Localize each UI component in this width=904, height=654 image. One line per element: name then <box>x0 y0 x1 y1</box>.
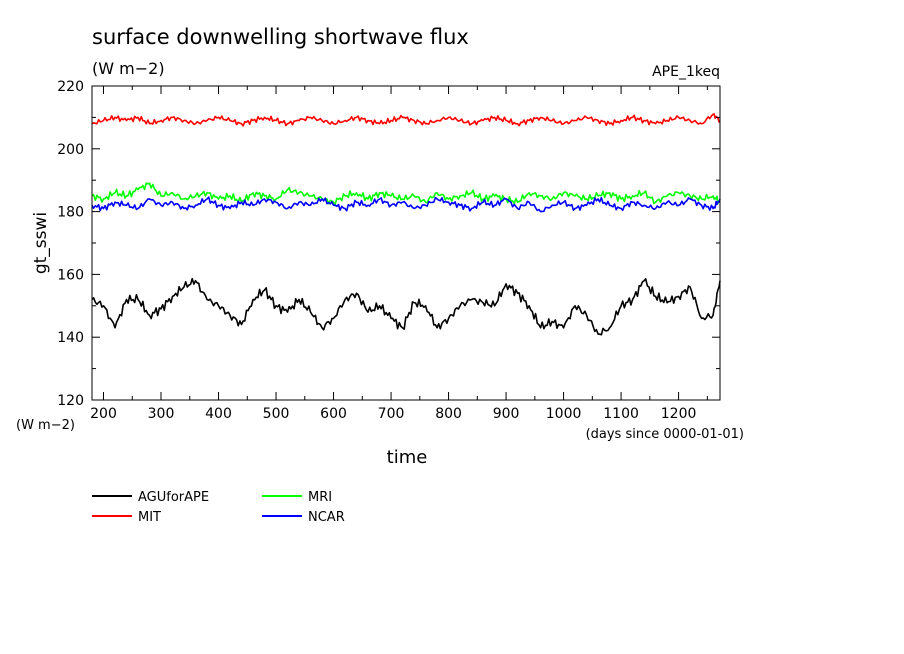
chart-title: surface downwelling shortwave flux <box>92 25 469 49</box>
x-tick-label: 900 <box>493 406 520 422</box>
x-tick-label: 800 <box>435 406 462 422</box>
legend-label-mit: MIT <box>138 510 161 525</box>
plot-series <box>91 113 721 336</box>
x-tick-label: 500 <box>263 406 290 422</box>
x-tick-label: 300 <box>148 406 175 422</box>
x-axis: 200 300 400 500 600 700 800 900 1000 1100 1200 <box>90 86 708 422</box>
plot-frame <box>91 85 721 401</box>
x-tick-label: 1100 <box>603 406 639 422</box>
x-axis-label: time <box>387 447 428 468</box>
legend: AGUforAPE MIT MRI NCAR <box>92 490 345 525</box>
x-tick-label: 600 <box>320 406 347 422</box>
legend-label-mri: MRI <box>308 490 332 505</box>
y-axis-label: gt_sswi <box>31 212 51 274</box>
legend-label-ncar: NCAR <box>308 510 345 525</box>
y-axis: 120 140 160 180 200 220 <box>57 79 720 409</box>
y-axis-units: (W m−2) <box>16 418 75 433</box>
x-tick-label: 400 <box>205 406 232 422</box>
x-axis-units: (days since 0000-01-01) <box>586 427 744 442</box>
series-line-aguforape <box>91 277 721 336</box>
series-line-mit <box>91 113 721 127</box>
y-tick-label: 220 <box>57 79 84 95</box>
y-tick-label: 200 <box>57 142 84 158</box>
y-tick-label: 180 <box>57 205 84 221</box>
y-tick-label: 120 <box>57 393 84 409</box>
x-tick-label: 1200 <box>661 406 697 422</box>
x-tick-label: 200 <box>90 406 117 422</box>
y-tick-label: 140 <box>57 330 84 346</box>
legend-label-aguforape: AGUforAPE <box>138 490 209 505</box>
x-tick-label: 700 <box>378 406 405 422</box>
series-line-mri <box>91 182 721 206</box>
y-tick-label: 160 <box>57 267 84 283</box>
series-line-ncar <box>91 196 721 213</box>
x-tick-label: 1000 <box>546 406 582 422</box>
chart-subtitle: (W m−2) <box>92 59 165 78</box>
chart-tag: APE_1keq <box>652 64 720 80</box>
